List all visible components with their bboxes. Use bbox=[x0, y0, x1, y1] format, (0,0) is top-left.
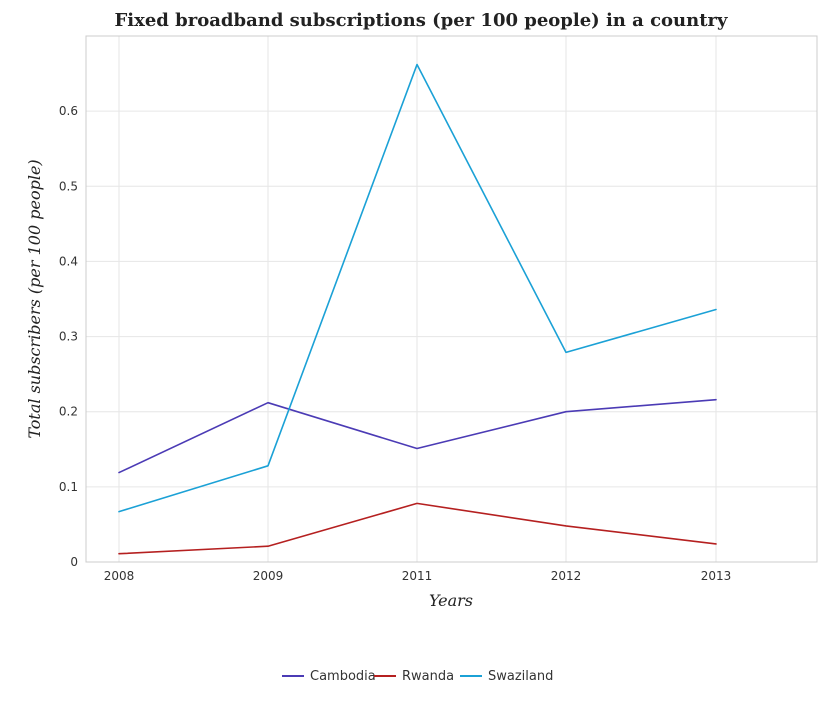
y-tick-label: 0.6 bbox=[59, 104, 78, 118]
x-tick-label: 2012 bbox=[551, 569, 582, 583]
x-tick-label: 2011 bbox=[402, 569, 433, 583]
series-line-cambodia bbox=[118, 398, 717, 474]
legend: Cambodia Rwanda Swaziland bbox=[282, 669, 553, 684]
y-tick-label: 0 bbox=[70, 555, 78, 569]
y-tick-label: 0.5 bbox=[59, 179, 78, 193]
y-axis-ticks: 0 0.1 0.2 0.3 0.4 0.5 0.6 bbox=[59, 104, 78, 569]
y-tick-label: 0.4 bbox=[59, 254, 78, 268]
y-tick-label: 0.1 bbox=[59, 480, 78, 494]
legend-label-swaziland: Swaziland bbox=[488, 669, 553, 684]
y-tick-label: 0.3 bbox=[59, 330, 78, 344]
y-tick-label: 0.2 bbox=[59, 405, 78, 419]
plot-frame bbox=[85, 35, 818, 563]
grid bbox=[86, 36, 817, 563]
series-layer bbox=[118, 63, 717, 555]
chart-title: Fixed broadband subscriptions (per 100 p… bbox=[115, 10, 729, 31]
x-tick-label: 2008 bbox=[104, 569, 135, 583]
legend-label-cambodia: Cambodia bbox=[310, 669, 376, 684]
series-line-rwanda bbox=[118, 502, 717, 555]
legend-label-rwanda: Rwanda bbox=[402, 669, 454, 684]
x-tick-label: 2009 bbox=[253, 569, 284, 583]
x-axis-ticks: 2008 2009 2011 2012 2013 bbox=[104, 569, 732, 583]
series-line-swaziland bbox=[118, 63, 717, 513]
x-axis-label: Years bbox=[429, 591, 473, 610]
y-axis-label: Total subscribers (per 100 people) bbox=[25, 159, 44, 438]
x-tick-label: 2013 bbox=[701, 569, 732, 583]
